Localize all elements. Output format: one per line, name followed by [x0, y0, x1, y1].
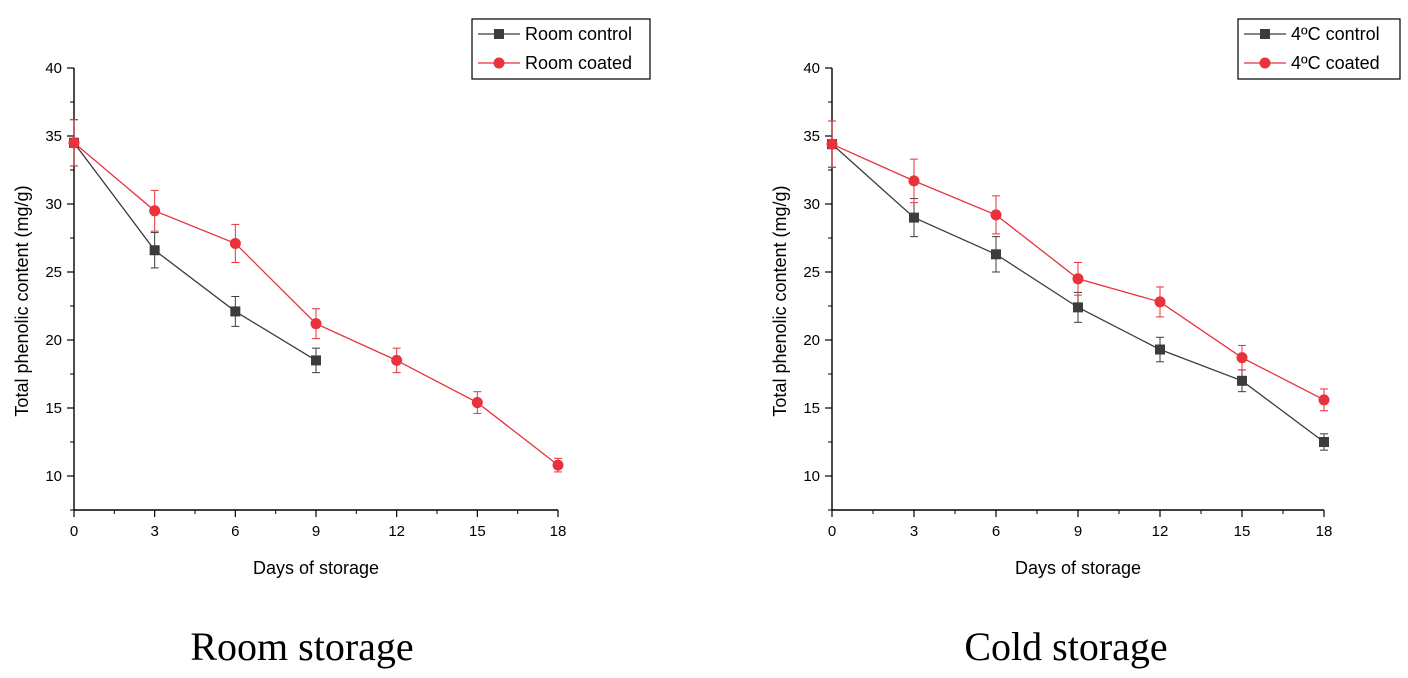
y-tick-label: 15 — [803, 400, 820, 417]
x-tick-label: 12 — [1152, 523, 1169, 540]
legend-label: Room coated — [525, 53, 632, 73]
data-point — [1073, 302, 1083, 313]
data-point — [68, 137, 80, 149]
data-point — [1154, 296, 1166, 308]
data-point — [990, 209, 1002, 221]
y-tick-label: 15 — [45, 400, 62, 417]
data-point — [149, 205, 161, 217]
y-axis-label: Total phenolic content (mg/g) — [770, 185, 790, 416]
y-tick-label: 20 — [45, 332, 62, 349]
series-line — [73, 142, 559, 466]
chart-panel-1: 10 15 20 25 30 35 40 0 3 6 9 12 15 18 Days of storage T… — [12, 18, 651, 669]
series-2 — [68, 119, 564, 473]
series-1 — [69, 119, 321, 374]
y-tick-label: 20 — [803, 332, 820, 349]
data-point — [1155, 344, 1165, 355]
data-point — [991, 249, 1001, 260]
x-tick-label: 9 — [1074, 523, 1082, 540]
legend-marker — [494, 29, 504, 39]
series-2 — [826, 120, 1330, 412]
chart-caption: Cold storage — [964, 624, 1167, 669]
y-tick-label: 40 — [803, 60, 820, 77]
y-tick-label: 35 — [803, 128, 820, 145]
x-tick-label: 15 — [469, 523, 486, 540]
data-point — [1237, 375, 1247, 386]
data-point — [1319, 437, 1329, 447]
data-point — [1072, 273, 1084, 285]
y-tick-label: 10 — [803, 468, 820, 485]
x-tick-label: 6 — [231, 523, 239, 540]
legend-marker — [1260, 29, 1270, 39]
data-point — [391, 354, 403, 366]
y-axis-label: Total phenolic content (mg/g) — [12, 185, 32, 416]
y-tick-label: 10 — [45, 468, 62, 485]
x-tick-label: 18 — [550, 523, 567, 540]
x-tick-label: 0 — [70, 523, 78, 540]
data-point — [311, 355, 321, 366]
y-tick-label: 30 — [803, 196, 820, 213]
legend-marker — [1259, 57, 1271, 69]
x-tick-label: 3 — [910, 523, 918, 540]
chart-panel-2: 10 15 20 25 30 35 40 0 3 6 9 12 15 18 Days of storage T… — [770, 18, 1401, 669]
x-tick-label: 12 — [388, 523, 405, 540]
x-tick-label: 3 — [150, 523, 158, 540]
data-point — [229, 237, 241, 249]
legend-label: 4ºC control — [1291, 24, 1380, 44]
y-tick-label: 25 — [803, 264, 820, 281]
y-tick-label: 30 — [45, 196, 62, 213]
x-tick-label: 9 — [312, 523, 320, 540]
legend: Room control Room coated — [471, 18, 651, 80]
x-axis-label: Days of storage — [1015, 558, 1141, 578]
data-point — [908, 175, 920, 187]
y-tick-label: 40 — [45, 60, 62, 77]
legend-marker — [493, 57, 505, 69]
data-point — [826, 138, 838, 150]
x-tick-label: 15 — [1234, 523, 1251, 540]
data-point — [230, 306, 241, 317]
data-point — [552, 459, 564, 471]
legend-label: Room control — [525, 24, 632, 44]
x-axis-label: Days of storage — [253, 558, 379, 578]
legend-label: 4ºC coated — [1291, 53, 1380, 73]
data-point — [149, 245, 160, 256]
data-point — [1236, 352, 1248, 364]
chart-caption: Room storage — [190, 624, 413, 669]
series-line — [73, 142, 317, 361]
y-tick-label: 35 — [45, 128, 62, 145]
data-point — [909, 212, 919, 223]
data-point — [471, 397, 483, 409]
y-tick-label: 25 — [45, 264, 62, 281]
x-tick-label: 0 — [828, 523, 836, 540]
data-point — [1318, 394, 1330, 406]
x-tick-label: 6 — [992, 523, 1000, 540]
data-point — [310, 318, 322, 330]
legend: 4ºC control 4ºC coated — [1237, 18, 1401, 80]
x-tick-label: 18 — [1316, 523, 1333, 540]
